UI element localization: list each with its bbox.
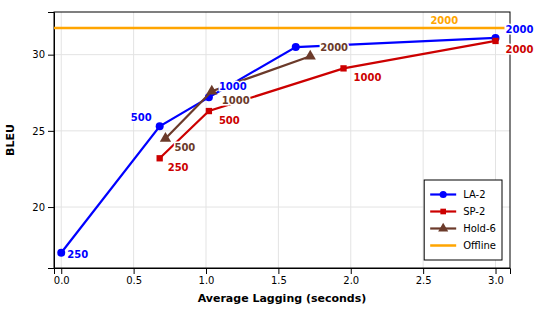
legend-frame: [424, 180, 502, 260]
series-marker: [206, 85, 217, 95]
x-tick-label: 1.5: [271, 275, 287, 286]
legend: LA-2 SP-2 Hold-6 Offline: [424, 180, 502, 260]
x-tick: 1.5: [271, 268, 287, 286]
grid-line-x: [133, 12, 134, 268]
series-marker: [157, 155, 163, 161]
x-tick-mark: [423, 268, 424, 274]
annotation: 1000: [222, 95, 250, 106]
annotation: 2000: [506, 24, 534, 35]
x-tick: 2.5: [416, 268, 432, 286]
x-tick-mark: [134, 268, 135, 274]
series-marker: [305, 50, 316, 60]
x-tick: 2.0: [343, 268, 359, 286]
legend-label: SP-2: [463, 206, 485, 217]
x-tick-label: 3.0: [488, 275, 504, 286]
x-tick: 3.0: [488, 268, 504, 286]
x-tick-mark: [496, 268, 497, 274]
annotation: 1000: [354, 72, 382, 83]
y-tick-label: 20: [32, 202, 45, 213]
annotation: 500: [174, 142, 195, 153]
x-tick-mark: [351, 268, 352, 274]
legend-label: Offline: [463, 240, 496, 251]
grid-line-x: [350, 12, 351, 268]
reference-line: [54, 27, 510, 30]
y-tick: 25: [32, 126, 54, 137]
chart: 0.0 0.5 1.0 1.5 2.0 2.5 3.0 20 25 30 Average Laggi…: [0, 0, 550, 310]
plot-frame: [54, 12, 510, 268]
legend-label: Hold-6: [463, 223, 496, 234]
x-tick: 0.5: [126, 268, 142, 286]
x-axis-line: [55, 269, 511, 275]
annotation: 250: [67, 249, 88, 260]
x-axis-title: Average Lagging (seconds): [198, 292, 367, 305]
legend-item: SP-2: [430, 206, 485, 217]
y-tick-mark: [48, 131, 54, 132]
series-line: [165, 56, 310, 138]
x-tick-label: 0.5: [126, 275, 142, 286]
x-tick-label: 2.0: [343, 275, 359, 286]
legend-item: Offline: [430, 240, 496, 251]
x-tick-mark: [206, 268, 207, 274]
series-marker: [292, 43, 300, 51]
annotation: 2000: [506, 44, 534, 55]
legend-marker: [440, 191, 447, 198]
y-tick: 20: [32, 202, 54, 213]
x-tick-label: 1.0: [199, 275, 215, 286]
y-axis-line: [48, 13, 55, 269]
x-tick: 0.0: [54, 268, 70, 286]
series-marker: [156, 122, 164, 130]
legend-item: LA-2: [430, 189, 485, 200]
annotation: 1000: [219, 81, 247, 92]
y-tick: 30: [32, 49, 54, 60]
x-tick-mark: [61, 268, 62, 274]
series-line: [160, 41, 496, 158]
annotation: 2000: [320, 42, 348, 53]
series-marker: [160, 132, 171, 142]
y-tick-mark: [48, 207, 54, 208]
annotations: 250 500 1000 2000 250 500 1000 2000 500 1000 2000 2…: [67, 15, 533, 260]
y-axis: 20 25 30: [32, 13, 54, 269]
x-tick-label: 2.5: [416, 275, 432, 286]
y-tick-label: 30: [32, 49, 45, 60]
series-marker: [57, 249, 65, 257]
annotation: 500: [219, 115, 240, 126]
series-marker: [206, 108, 212, 114]
y-axis-title: BLEU: [4, 124, 17, 156]
grid-line-y: [54, 130, 510, 131]
grid-line-x: [206, 12, 207, 268]
grid-line-x: [61, 12, 62, 268]
annotation: 250: [168, 162, 189, 173]
x-tick-label: 0.0: [54, 275, 70, 286]
grid-line-x: [423, 12, 424, 268]
legend-marker: [438, 223, 448, 232]
legend-item: Hold-6: [430, 223, 496, 234]
legend-marker: [440, 209, 446, 215]
series-marker: [340, 65, 346, 71]
x-axis: 0.0 0.5 1.0 1.5 2.0 2.5 3.0: [54, 268, 511, 286]
y-tick-mark: [48, 55, 54, 56]
grid-line-x: [278, 12, 279, 268]
annotation: 500: [131, 112, 152, 123]
legend-label: LA-2: [463, 189, 485, 200]
x-tick-mark: [278, 268, 279, 274]
x-tick: 1.0: [199, 268, 215, 286]
grid: [54, 12, 510, 268]
annotation: 2000: [430, 15, 458, 26]
legend-swatch: [430, 244, 456, 247]
series-marker: [492, 38, 498, 44]
y-tick-label: 25: [32, 126, 45, 137]
